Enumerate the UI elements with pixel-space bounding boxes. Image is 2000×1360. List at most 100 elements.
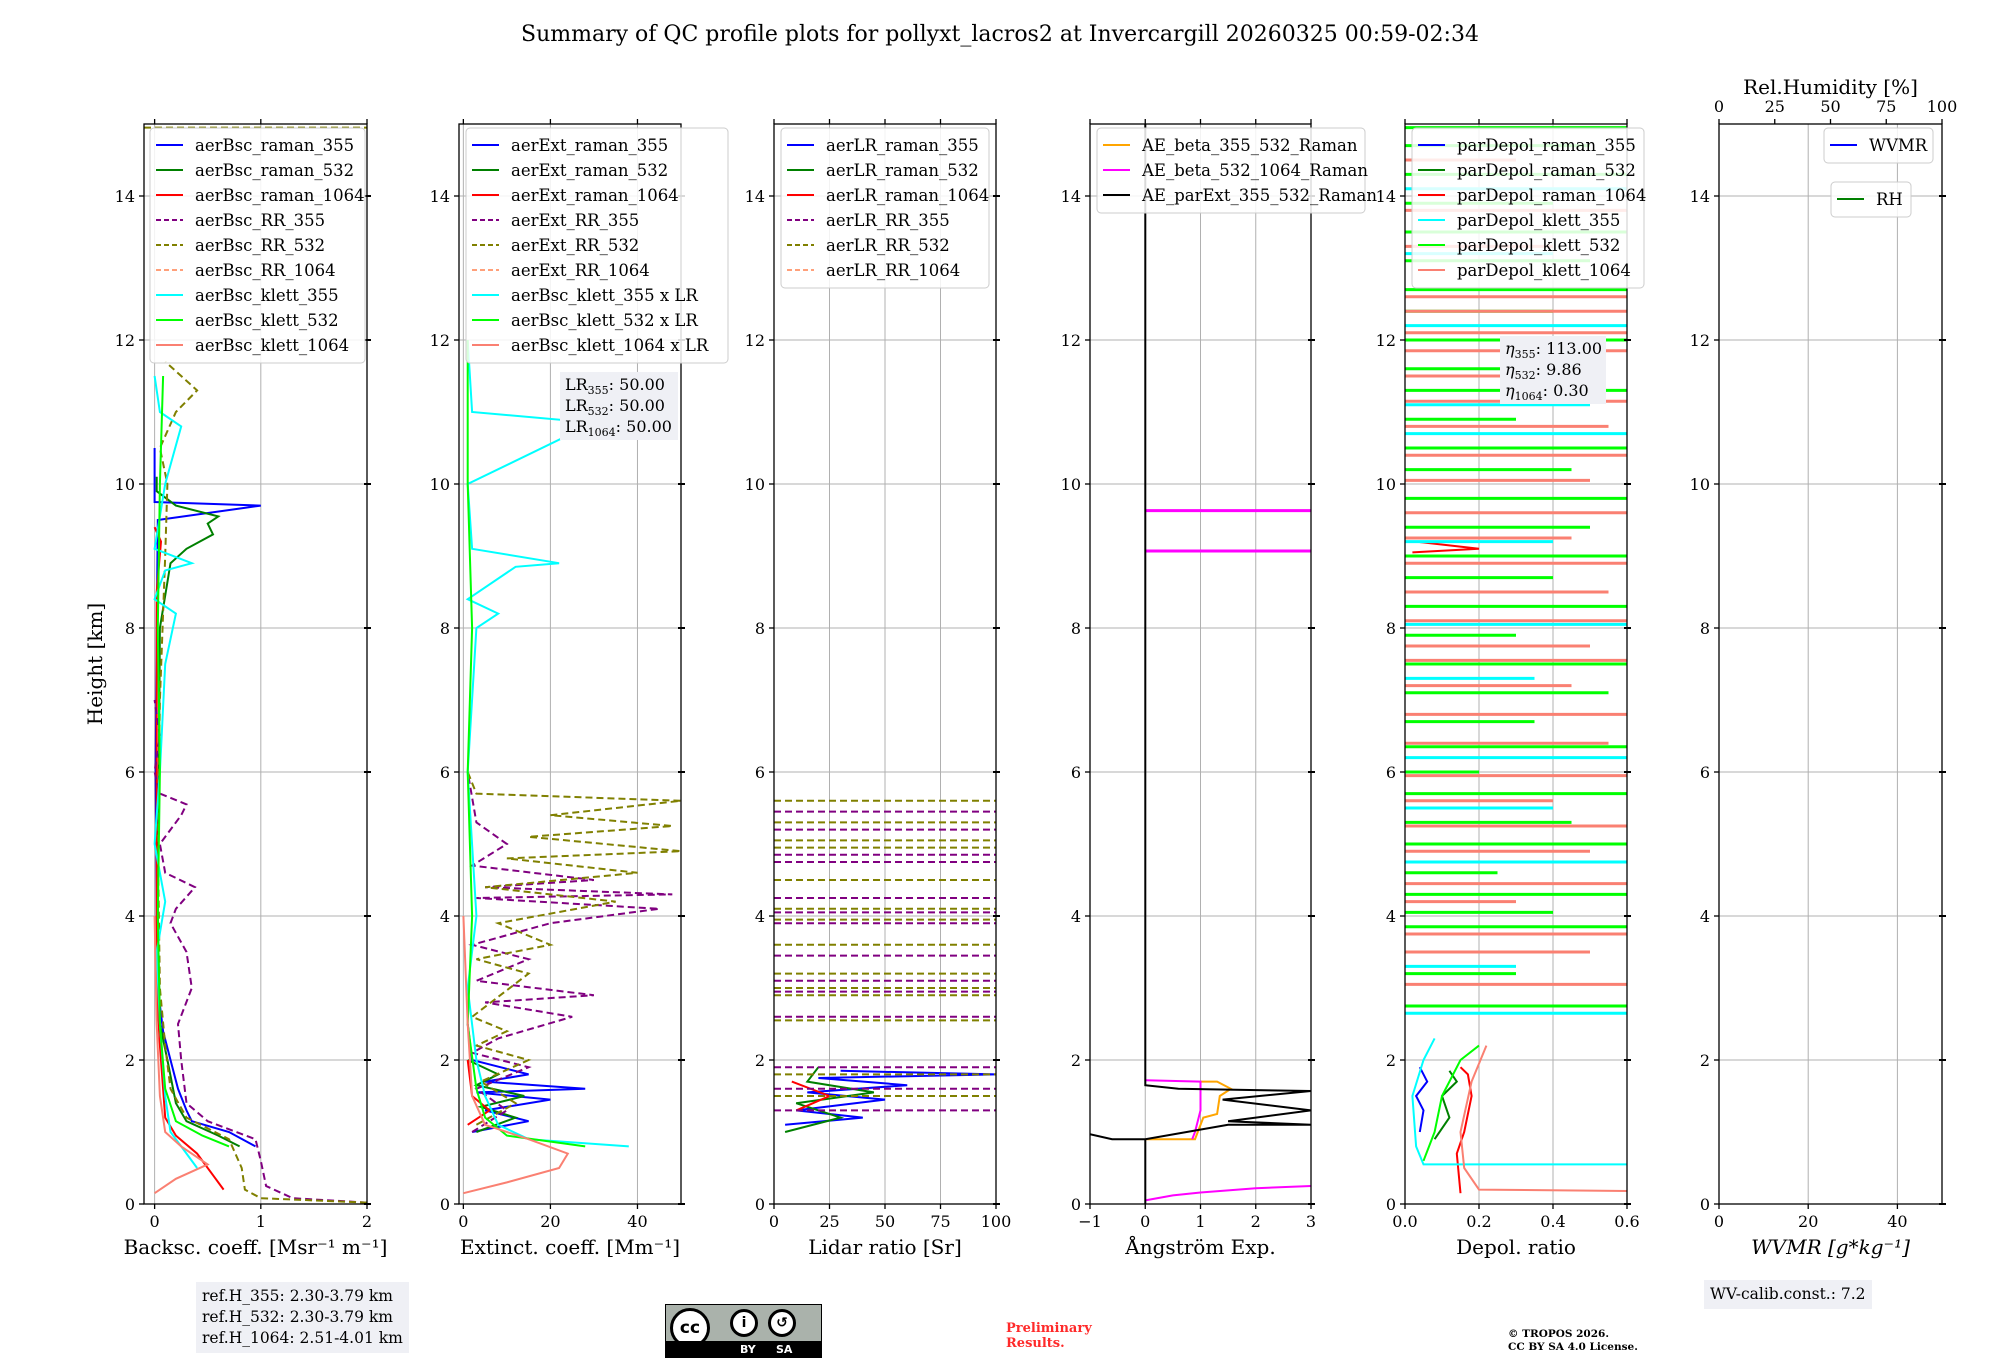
ref-height-532: ref.H_532: 2.30-3.79 km [202, 1308, 393, 1326]
legend-entry-aerlr-rr-532: aerLR_RR_532 [826, 236, 950, 255]
y-tick-label: 8 [755, 619, 765, 638]
y-tick-label: 6 [440, 763, 450, 782]
y-tick-label: 0 [1386, 1195, 1396, 1214]
panel-6: 0 2 4 6 8 10 12 14 0 20 40 WVMR [g*kg⁻¹] 0 25 50 75 100 R… [1690, 75, 1958, 1259]
y-tick-label: 8 [125, 619, 135, 638]
legend-entry-wvmr: WVMR [1869, 136, 1928, 155]
x-tick-label: 0 [1140, 1212, 1150, 1231]
series-line-pardepol-raman-1064 [1455, 1066, 1473, 1194]
y-tick-label: 10 [1061, 475, 1081, 494]
series-line-aerlr-raman-532 [784, 1066, 875, 1133]
y-tick-label: 2 [1071, 1051, 1081, 1070]
copyright-line-1: © TROPOS 2026. [1508, 1328, 1610, 1340]
x-tick-label: 40 [1887, 1212, 1907, 1231]
axes-frame [1718, 123, 1943, 1205]
x-axis-label: Ångström Exp. [1124, 1234, 1275, 1259]
annotation--1064: η1064: 0.30 [1505, 381, 1589, 403]
legend-entry-pardepol-klett-355: parDepol_klett_355 [1457, 211, 1620, 230]
x-tick-label: 75 [930, 1212, 950, 1231]
x-tick-label: 0 [150, 1212, 160, 1231]
series-line-ae-parext-355-532-raman [1090, 124, 1311, 1141]
series-line-aerbsc-klett-355 [153, 375, 198, 1169]
series-line-aerlr-raman-355 [785, 1069, 996, 1126]
legend-entry-pardepol-raman-532: parDepol_raman_532 [1457, 161, 1636, 180]
top-x-axis-label: Rel.Humidity [%] [1743, 75, 1918, 99]
y-tick-label: 10 [1376, 475, 1396, 494]
ref-height-1064: ref.H_1064: 2.51-4.01 km [202, 1329, 403, 1347]
x-tick-label: 0.0 [1392, 1212, 1417, 1231]
x-tick-label: 3 [1306, 1212, 1316, 1231]
x-tick-label: 100 [981, 1212, 1012, 1231]
top-x-tick-label: 50 [1820, 97, 1840, 116]
y-tick-label: 4 [1386, 907, 1396, 926]
x-tick-label: 20 [540, 1212, 560, 1231]
legend: aerExt_raman_355 aerExt_raman_532 aerExt_r… [465, 127, 729, 364]
x-tick-label: 50 [875, 1212, 895, 1231]
x-tick-label: 0 [1714, 1212, 1724, 1231]
license-by-label: BY [740, 1343, 756, 1356]
y-tick-label: 6 [125, 763, 135, 782]
legend-entry-ae-beta-355-532-raman: AE_beta_355_532_Raman [1141, 136, 1358, 155]
series-group [774, 799, 996, 1133]
x-tick-label: 1 [256, 1212, 266, 1231]
legend-entry-aerbsc-klett-532: aerBsc_klett_532 [195, 311, 339, 330]
annotation-lr-532: LR532: 50.00 [565, 396, 665, 418]
y-tick-label: 2 [440, 1051, 450, 1070]
x-tick-label: 0.2 [1466, 1212, 1491, 1231]
legend-entry-pardepol-raman-1064: parDepol_raman_1064 [1457, 186, 1646, 205]
y-tick-label: 10 [430, 475, 450, 494]
legend-frame [149, 127, 366, 364]
preliminary-line-2: Results. [1006, 1336, 1065, 1351]
license-sa-label: SA [776, 1343, 793, 1356]
legend-frame [1096, 127, 1366, 214]
y-tick-label: 6 [1386, 763, 1396, 782]
copyright-note: © TROPOS 2026. CC BY SA 4.0 License. [1508, 1328, 1638, 1354]
legend-frame [465, 127, 729, 364]
share-alike-icon: ↺ [768, 1309, 796, 1337]
y-tick-label: 4 [1071, 907, 1081, 926]
legend-entry-aerbsc-raman-355: aerBsc_raman_355 [195, 136, 354, 155]
series-line-pardepol-klett-355 [1411, 1037, 1627, 1166]
y-tick-label: 8 [1071, 619, 1081, 638]
x-axis-label: Backsc. coeff. [Msr⁻¹ m⁻¹] [124, 1235, 388, 1259]
legend-frame [1411, 127, 1645, 289]
series-group [462, 339, 681, 1195]
legend-entry-aerlr-rr-355: aerLR_RR_355 [826, 211, 950, 230]
y-tick-label: 6 [755, 763, 765, 782]
x-tick-label: 0 [458, 1212, 468, 1231]
x-tick-label: 0 [769, 1212, 779, 1231]
top-x-tick-label: 100 [1927, 97, 1958, 116]
x-tick-label: 0.6 [1614, 1212, 1639, 1231]
y-tick-label: 12 [745, 331, 765, 350]
y-tick-label: 2 [755, 1051, 765, 1070]
axes-frame [458, 123, 682, 1205]
annotation-background [560, 372, 678, 440]
y-tick-label: 4 [125, 907, 135, 926]
y-tick-label: 4 [755, 907, 765, 926]
series-line-ae-beta-532-1064-raman [1145, 1185, 1311, 1202]
y-tick-label: 2 [1386, 1051, 1396, 1070]
series-line-aerext-rr-532 [466, 771, 681, 1126]
x-tick-label: 25 [819, 1212, 839, 1231]
y-tick-label: 14 [1376, 187, 1396, 206]
legend-entry-pardepol-raman-355: parDepol_raman_355 [1457, 136, 1636, 155]
axes-frame [1404, 123, 1628, 1205]
y-tick-label: 8 [1386, 619, 1396, 638]
attribution-person-icon: i [730, 1309, 758, 1337]
legend-entry-ae-parext-355-532-raman: AE_parExt_355_532_Raman [1141, 186, 1377, 205]
series-line-pardepol-raman-532 [1433, 1070, 1459, 1140]
legend-entry-aerlr-raman-1064: aerLR_raman_1064 [826, 186, 989, 205]
y-tick-label: 10 [115, 475, 135, 494]
legend-entry-aerbsc-klett-355: aerBsc_klett_355 [195, 286, 339, 305]
legend-frame [1830, 181, 1912, 218]
legend-entry-aerbsc-klett-1064-x-lr: aerBsc_klett_1064 x LR [511, 336, 709, 355]
series-group [1090, 124, 1311, 1204]
legend-entry-aerbsc-rr-355: aerBsc_RR_355 [195, 211, 325, 230]
y-tick-label: 12 [1061, 331, 1081, 350]
legend-entry-aerext-rr-1064: aerExt_RR_1064 [511, 261, 650, 280]
legend-entry-aerlr-raman-355: aerLR_raman_355 [826, 136, 979, 155]
x-axis-label: Lidar ratio [Sr] [808, 1235, 962, 1259]
